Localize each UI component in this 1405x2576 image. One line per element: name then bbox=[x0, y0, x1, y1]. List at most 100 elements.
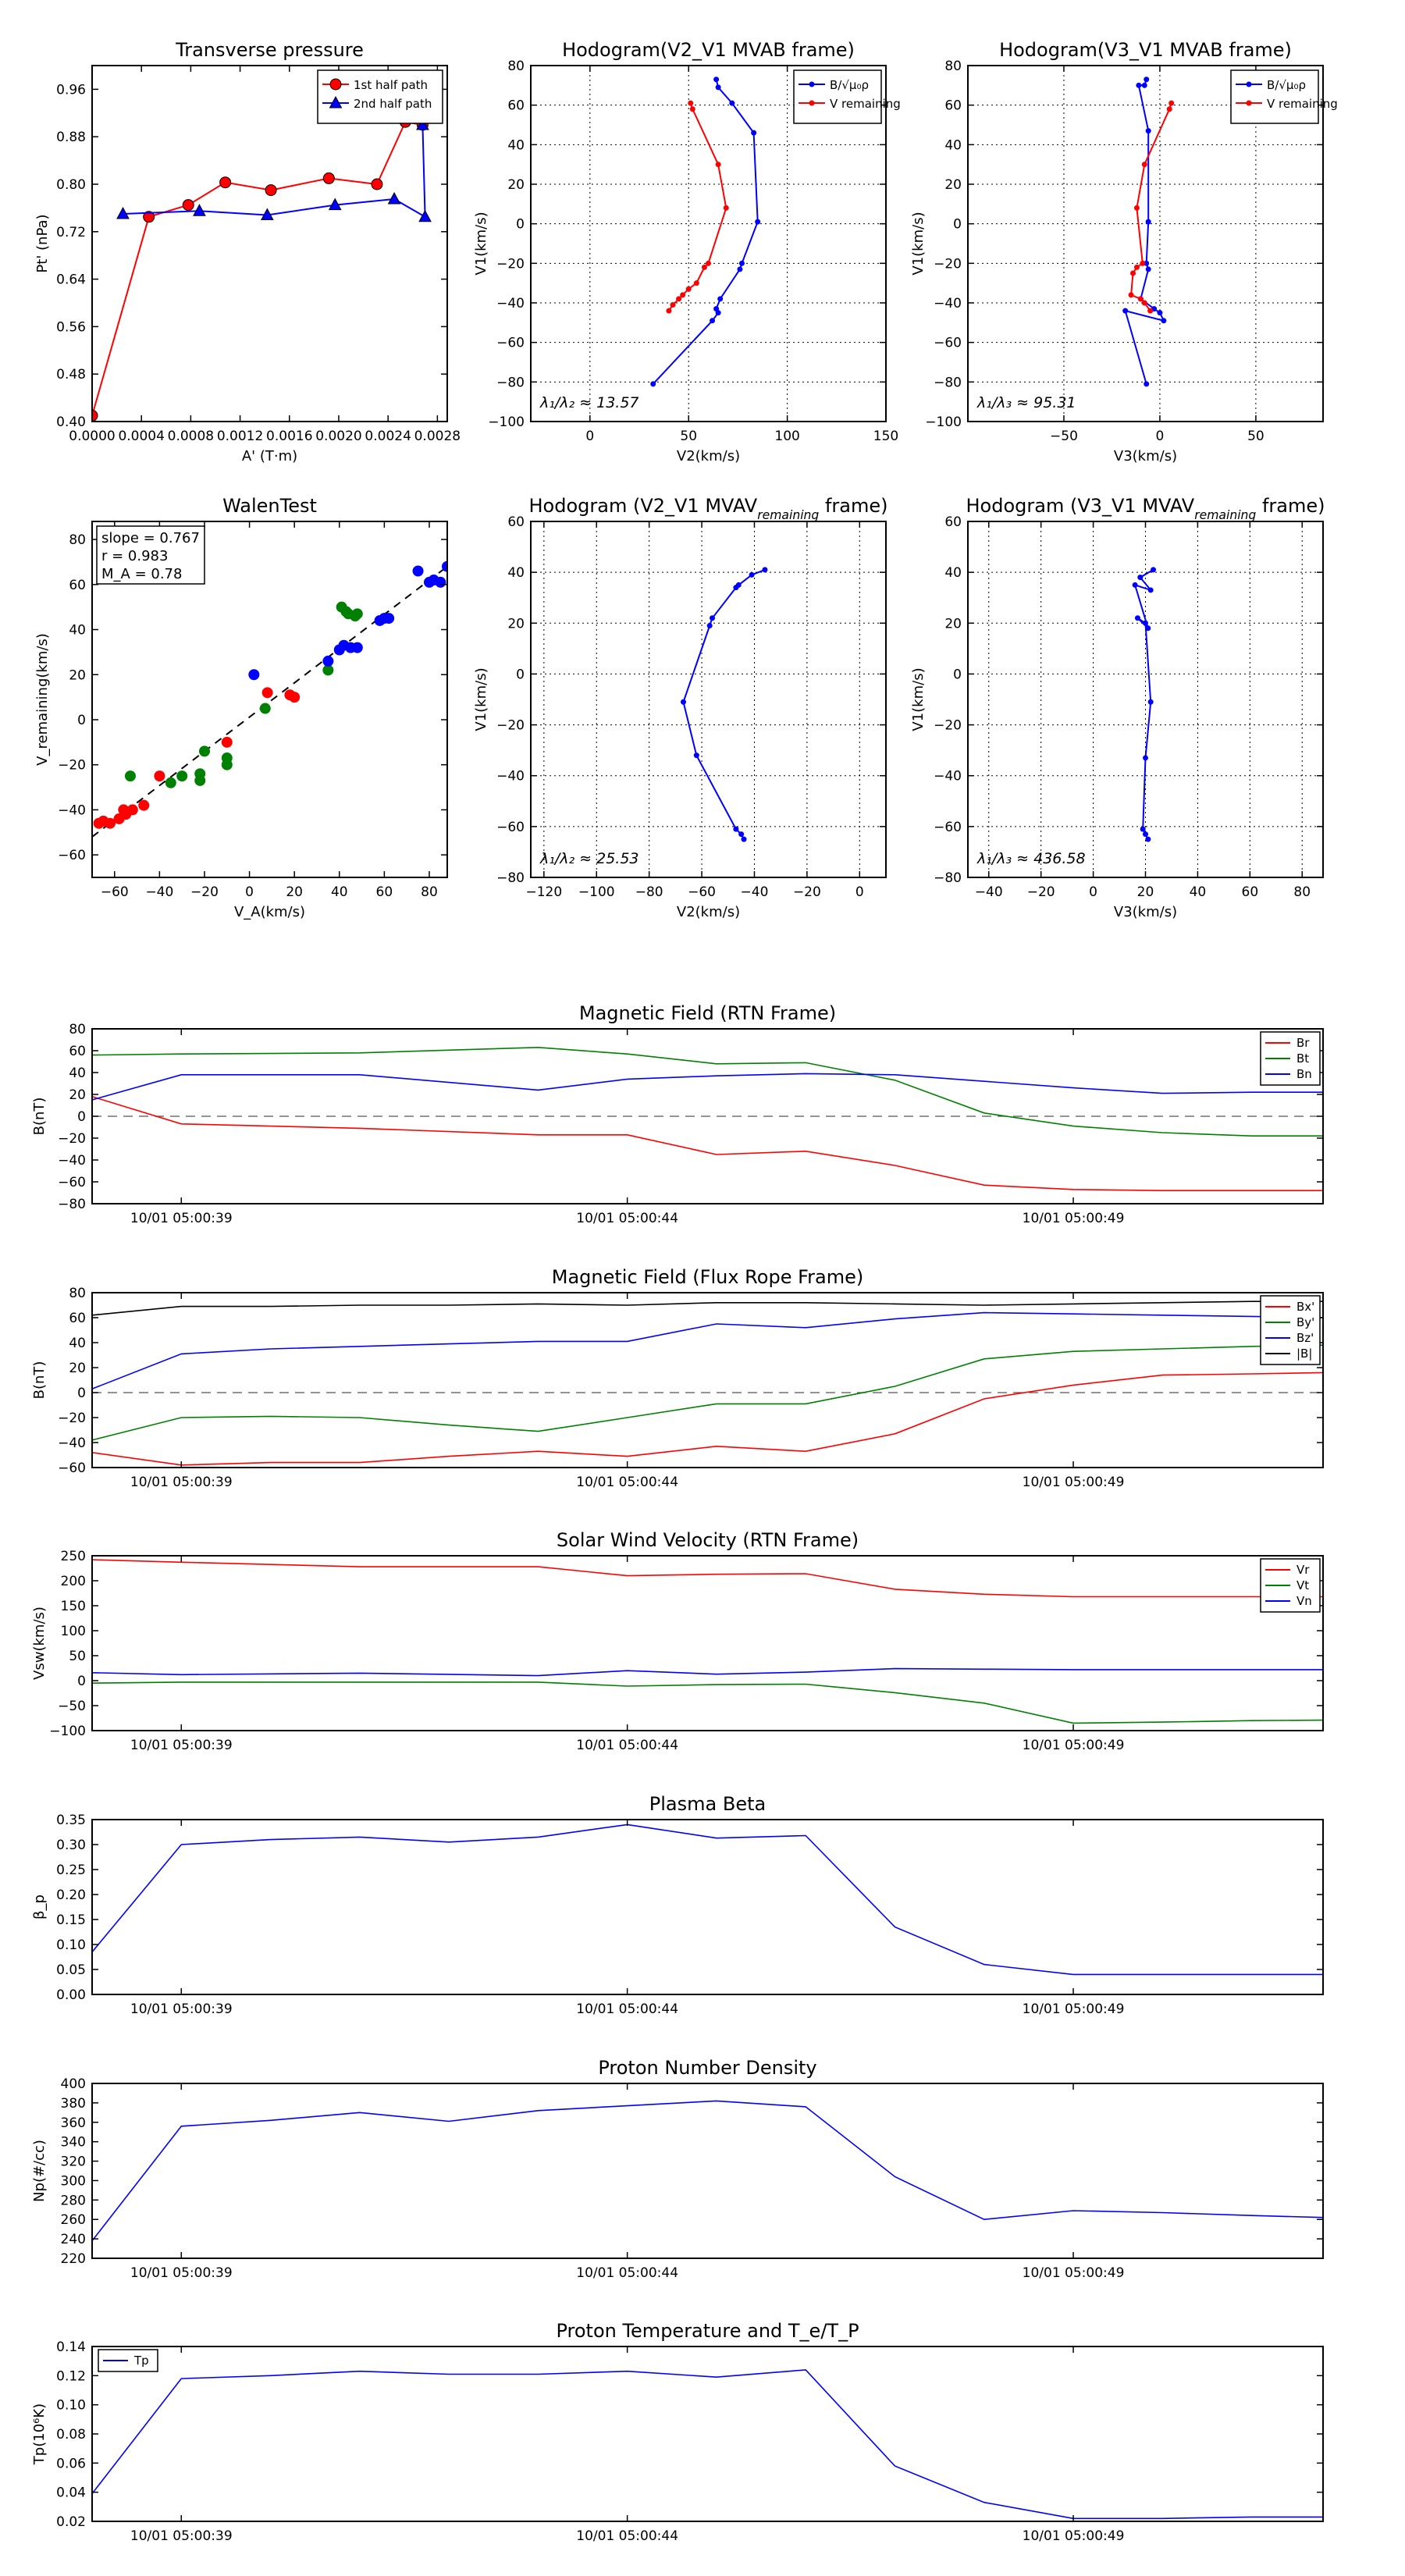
x-axis-label: V2(km/s) bbox=[677, 904, 740, 920]
chart-title: Hodogram(V2_V1 MVAB frame) bbox=[562, 39, 855, 61]
x-tick-label: 0 bbox=[1156, 429, 1165, 444]
y-tick-label: 0.05 bbox=[56, 1962, 86, 1978]
series-1-point bbox=[261, 208, 274, 221]
x-tick-label: 50 bbox=[680, 429, 697, 444]
chart-title-main: Hodogram (V3_V1 MVAV bbox=[966, 495, 1195, 517]
series-line-0 bbox=[682, 568, 766, 840]
series-0-point bbox=[1136, 82, 1142, 88]
series-0-point bbox=[1145, 836, 1151, 842]
series-1-point bbox=[688, 100, 694, 106]
y-tick-label: 40 bbox=[507, 565, 525, 581]
series-1-point bbox=[328, 197, 342, 211]
y-tick-label: −40 bbox=[934, 769, 962, 785]
y-axis-label: Pt' (nPa) bbox=[34, 214, 51, 272]
eigenvalue-ratio-annotation: λ₁/λ₂ ≈ 25.53 bbox=[539, 850, 639, 867]
y-tick-label: 50 bbox=[69, 1649, 86, 1664]
legend-label: Vr bbox=[1297, 1563, 1310, 1577]
x-tick-label: 60 bbox=[376, 884, 393, 900]
x-tick-label: −20 bbox=[190, 884, 219, 900]
y-tick-label: 40 bbox=[507, 137, 525, 153]
y-tick-label: −60 bbox=[496, 336, 525, 351]
y-tick-label: 200 bbox=[61, 1574, 86, 1589]
y-tick-label: 0.88 bbox=[56, 130, 86, 145]
series-0-point bbox=[1134, 615, 1140, 621]
series-1-point bbox=[1130, 270, 1136, 276]
x-tick-label: 0 bbox=[1089, 884, 1097, 900]
y-tick-label: 20 bbox=[507, 616, 525, 632]
y-tick-label: 320 bbox=[61, 2154, 86, 2170]
series-line-bx bbox=[92, 1372, 1323, 1466]
y-tick-label: −80 bbox=[496, 870, 525, 886]
series-0-point bbox=[1143, 755, 1148, 761]
series-1-point bbox=[1133, 205, 1140, 211]
y-tick-label: 80 bbox=[944, 59, 962, 74]
series-0-point bbox=[680, 699, 686, 705]
series-1-point bbox=[1133, 264, 1140, 270]
chart-title: Proton Number Density bbox=[598, 2057, 816, 2079]
y-tick-label: −50 bbox=[58, 1699, 86, 1714]
y-tick-label: 300 bbox=[61, 2173, 86, 2189]
scatter-point-blue bbox=[248, 669, 260, 681]
series-0-point bbox=[715, 84, 721, 91]
series-line-vr bbox=[92, 1559, 1323, 1598]
scatter-point-green bbox=[194, 768, 206, 780]
y-tick-label: 40 bbox=[944, 137, 962, 153]
series-line-vn bbox=[92, 1667, 1323, 1677]
eigenvalue-ratio-annotation: λ₁/λ₂ ≈ 13.57 bbox=[539, 394, 639, 411]
scatter-point-green bbox=[221, 759, 233, 770]
x-tick-label: 0.0024 bbox=[365, 429, 411, 444]
series-1-point bbox=[418, 209, 432, 222]
data-area bbox=[92, 116, 432, 422]
plot-frame bbox=[91, 521, 448, 878]
plasma-beta-chart: 10/01 05:00:39 10/01 05:00:44 10/01 05:00:… bbox=[31, 1793, 1324, 2017]
y-axis-label: Np(#/cc) bbox=[31, 2140, 48, 2202]
y-tick-label: 20 bbox=[944, 616, 962, 632]
y-tick-label: 60 bbox=[944, 98, 962, 114]
series-line-bt bbox=[92, 1046, 1323, 1137]
plot-frame bbox=[91, 65, 448, 422]
y-axis-label: V1(km/s) bbox=[473, 212, 489, 275]
y-axis-label: B(nT) bbox=[31, 1361, 48, 1400]
plot-frame bbox=[91, 2346, 1324, 2522]
x-tick-label: 10/01 05:00:44 bbox=[576, 1738, 678, 1753]
x-tick-label: 10/01 05:00:39 bbox=[130, 2001, 233, 2017]
x-tick-label: 10/01 05:00:39 bbox=[130, 1475, 233, 1490]
legend-label: Br bbox=[1297, 1036, 1310, 1050]
hodogram-v3v1-mvab-chart: −50 0 50 −100 −80 −60 −40 −20 0 20 40 60 80 Hodogram(… bbox=[910, 39, 1338, 464]
x-tick-label: 40 bbox=[1190, 884, 1207, 900]
y-tick-label: 0.96 bbox=[56, 82, 86, 98]
y-tick-label: −80 bbox=[934, 375, 962, 390]
legend-box bbox=[317, 69, 443, 124]
series-0-point bbox=[182, 199, 194, 212]
series-0-point bbox=[738, 831, 745, 838]
series-0-point bbox=[1157, 310, 1163, 316]
chart-title: Hodogram (V2_V1 MVAVremaining frame) bbox=[529, 495, 888, 522]
y-tick-label: −100 bbox=[49, 1724, 86, 1739]
y-tick-label: 220 bbox=[61, 2251, 86, 2267]
series-0-point bbox=[717, 296, 724, 302]
y-tick-label: −80 bbox=[934, 870, 962, 886]
chart-title-end: frame) bbox=[1256, 495, 1325, 517]
x-axis-label: V3(km/s) bbox=[1114, 448, 1177, 464]
chart-title: Proton Temperature and T_e/T_P bbox=[556, 2320, 859, 2342]
y-tick-label: 280 bbox=[61, 2193, 86, 2208]
x-tick-label: 10/01 05:00:39 bbox=[130, 1738, 233, 1753]
y-tick-label: 0.80 bbox=[56, 177, 86, 193]
series-1-point bbox=[1141, 162, 1147, 168]
x-tick-label: −60 bbox=[101, 884, 129, 900]
x-tick-label: 0.0000 bbox=[69, 429, 115, 444]
y-tick-label: −20 bbox=[934, 256, 962, 272]
scatter-point-blue bbox=[412, 565, 424, 577]
x-tick-label: 0.0028 bbox=[414, 429, 461, 444]
series-0-point bbox=[729, 100, 735, 106]
x-tick-label: −40 bbox=[741, 884, 769, 900]
series-0-point bbox=[715, 310, 721, 316]
x-tick-label: 40 bbox=[331, 884, 348, 900]
x-axis-label: A' (T·m) bbox=[242, 448, 297, 464]
y-tick-label: 80 bbox=[507, 59, 525, 74]
y-tick-label: 340 bbox=[61, 2135, 86, 2151]
scatter-point-green bbox=[165, 777, 176, 788]
y-tick-label: 60 bbox=[944, 514, 962, 530]
series-line-beta bbox=[92, 1823, 1323, 1976]
